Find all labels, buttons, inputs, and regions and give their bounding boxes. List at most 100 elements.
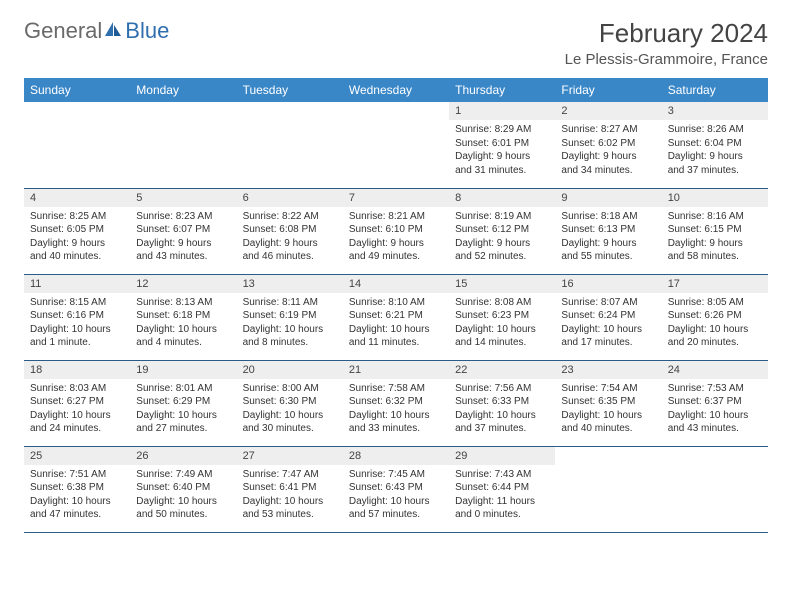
calendar-row: 18Sunrise: 8:03 AMSunset: 6:27 PMDayligh… [24, 360, 768, 446]
calendar-cell: 12Sunrise: 8:13 AMSunset: 6:18 PMDayligh… [130, 274, 236, 360]
calendar-cell: 29Sunrise: 7:43 AMSunset: 6:44 PMDayligh… [449, 446, 555, 532]
calendar-cell [343, 102, 449, 188]
calendar-cell: 24Sunrise: 7:53 AMSunset: 6:37 PMDayligh… [662, 360, 768, 446]
weekday-header: Wednesday [343, 78, 449, 102]
day-number: 18 [24, 361, 130, 379]
logo-text-blue: Blue [125, 18, 169, 44]
day-content: Sunrise: 8:03 AMSunset: 6:27 PMDaylight:… [24, 379, 130, 440]
day-number: 12 [130, 275, 236, 293]
calendar-cell: 21Sunrise: 7:58 AMSunset: 6:32 PMDayligh… [343, 360, 449, 446]
day-content: Sunrise: 7:54 AMSunset: 6:35 PMDaylight:… [555, 379, 661, 440]
day-number: 6 [237, 189, 343, 207]
calendar-cell: 8Sunrise: 8:19 AMSunset: 6:12 PMDaylight… [449, 188, 555, 274]
calendar-cell: 15Sunrise: 8:08 AMSunset: 6:23 PMDayligh… [449, 274, 555, 360]
calendar-cell: 14Sunrise: 8:10 AMSunset: 6:21 PMDayligh… [343, 274, 449, 360]
day-content: Sunrise: 8:08 AMSunset: 6:23 PMDaylight:… [449, 293, 555, 354]
day-content: Sunrise: 8:01 AMSunset: 6:29 PMDaylight:… [130, 379, 236, 440]
day-number: 11 [24, 275, 130, 293]
day-content: Sunrise: 7:53 AMSunset: 6:37 PMDaylight:… [662, 379, 768, 440]
calendar-cell: 27Sunrise: 7:47 AMSunset: 6:41 PMDayligh… [237, 446, 343, 532]
day-content: Sunrise: 7:51 AMSunset: 6:38 PMDaylight:… [24, 465, 130, 526]
calendar-cell: 11Sunrise: 8:15 AMSunset: 6:16 PMDayligh… [24, 274, 130, 360]
calendar-cell [555, 446, 661, 532]
day-content: Sunrise: 8:00 AMSunset: 6:30 PMDaylight:… [237, 379, 343, 440]
day-number: 10 [662, 189, 768, 207]
calendar-cell: 4Sunrise: 8:25 AMSunset: 6:05 PMDaylight… [24, 188, 130, 274]
calendar-cell: 9Sunrise: 8:18 AMSunset: 6:13 PMDaylight… [555, 188, 661, 274]
day-number: 7 [343, 189, 449, 207]
day-content: Sunrise: 8:22 AMSunset: 6:08 PMDaylight:… [237, 207, 343, 268]
calendar-cell [130, 102, 236, 188]
calendar-cell: 28Sunrise: 7:45 AMSunset: 6:43 PMDayligh… [343, 446, 449, 532]
calendar-cell: 20Sunrise: 8:00 AMSunset: 6:30 PMDayligh… [237, 360, 343, 446]
calendar-cell [662, 446, 768, 532]
calendar-row: 4Sunrise: 8:25 AMSunset: 6:05 PMDaylight… [24, 188, 768, 274]
day-number: 2 [555, 102, 661, 120]
month-title: February 2024 [565, 18, 768, 49]
calendar-cell: 25Sunrise: 7:51 AMSunset: 6:38 PMDayligh… [24, 446, 130, 532]
day-content: Sunrise: 8:11 AMSunset: 6:19 PMDaylight:… [237, 293, 343, 354]
day-number: 23 [555, 361, 661, 379]
calendar-cell: 23Sunrise: 7:54 AMSunset: 6:35 PMDayligh… [555, 360, 661, 446]
day-number: 26 [130, 447, 236, 465]
weekday-header: Saturday [662, 78, 768, 102]
day-number: 22 [449, 361, 555, 379]
day-number: 15 [449, 275, 555, 293]
sail-icon [103, 18, 123, 44]
header: General Blue February 2024 Le Plessis-Gr… [24, 18, 768, 68]
day-number: 19 [130, 361, 236, 379]
calendar-row: 1Sunrise: 8:29 AMSunset: 6:01 PMDaylight… [24, 102, 768, 188]
day-content: Sunrise: 8:19 AMSunset: 6:12 PMDaylight:… [449, 207, 555, 268]
weekday-header: Thursday [449, 78, 555, 102]
location: Le Plessis-Grammoire, France [565, 51, 768, 68]
calendar-cell: 26Sunrise: 7:49 AMSunset: 6:40 PMDayligh… [130, 446, 236, 532]
calendar-table: SundayMondayTuesdayWednesdayThursdayFrid… [24, 78, 768, 533]
calendar-body: 1Sunrise: 8:29 AMSunset: 6:01 PMDaylight… [24, 102, 768, 532]
title-block: February 2024 Le Plessis-Grammoire, Fran… [565, 18, 768, 68]
calendar-cell: 1Sunrise: 8:29 AMSunset: 6:01 PMDaylight… [449, 102, 555, 188]
calendar-cell [237, 102, 343, 188]
day-number: 27 [237, 447, 343, 465]
day-number: 3 [662, 102, 768, 120]
logo: General Blue [24, 18, 169, 44]
calendar-row: 25Sunrise: 7:51 AMSunset: 6:38 PMDayligh… [24, 446, 768, 532]
day-number: 16 [555, 275, 661, 293]
day-number: 20 [237, 361, 343, 379]
calendar-cell: 13Sunrise: 8:11 AMSunset: 6:19 PMDayligh… [237, 274, 343, 360]
calendar-cell: 5Sunrise: 8:23 AMSunset: 6:07 PMDaylight… [130, 188, 236, 274]
day-number: 25 [24, 447, 130, 465]
day-content: Sunrise: 8:18 AMSunset: 6:13 PMDaylight:… [555, 207, 661, 268]
weekday-header: Tuesday [237, 78, 343, 102]
calendar-cell: 10Sunrise: 8:16 AMSunset: 6:15 PMDayligh… [662, 188, 768, 274]
day-content: Sunrise: 7:45 AMSunset: 6:43 PMDaylight:… [343, 465, 449, 526]
calendar-cell: 18Sunrise: 8:03 AMSunset: 6:27 PMDayligh… [24, 360, 130, 446]
calendar-cell: 6Sunrise: 8:22 AMSunset: 6:08 PMDaylight… [237, 188, 343, 274]
day-content: Sunrise: 8:29 AMSunset: 6:01 PMDaylight:… [449, 120, 555, 181]
day-number: 1 [449, 102, 555, 120]
day-content: Sunrise: 7:43 AMSunset: 6:44 PMDaylight:… [449, 465, 555, 526]
day-content: Sunrise: 8:15 AMSunset: 6:16 PMDaylight:… [24, 293, 130, 354]
day-number: 9 [555, 189, 661, 207]
day-content: Sunrise: 8:13 AMSunset: 6:18 PMDaylight:… [130, 293, 236, 354]
day-number: 28 [343, 447, 449, 465]
day-content: Sunrise: 8:23 AMSunset: 6:07 PMDaylight:… [130, 207, 236, 268]
day-content: Sunrise: 7:47 AMSunset: 6:41 PMDaylight:… [237, 465, 343, 526]
day-number: 21 [343, 361, 449, 379]
day-content: Sunrise: 7:58 AMSunset: 6:32 PMDaylight:… [343, 379, 449, 440]
calendar-cell: 17Sunrise: 8:05 AMSunset: 6:26 PMDayligh… [662, 274, 768, 360]
calendar-cell: 22Sunrise: 7:56 AMSunset: 6:33 PMDayligh… [449, 360, 555, 446]
calendar-cell: 19Sunrise: 8:01 AMSunset: 6:29 PMDayligh… [130, 360, 236, 446]
calendar-cell: 2Sunrise: 8:27 AMSunset: 6:02 PMDaylight… [555, 102, 661, 188]
day-content: Sunrise: 8:21 AMSunset: 6:10 PMDaylight:… [343, 207, 449, 268]
day-number: 8 [449, 189, 555, 207]
day-content: Sunrise: 8:26 AMSunset: 6:04 PMDaylight:… [662, 120, 768, 181]
day-number: 14 [343, 275, 449, 293]
day-content: Sunrise: 8:25 AMSunset: 6:05 PMDaylight:… [24, 207, 130, 268]
day-content: Sunrise: 7:49 AMSunset: 6:40 PMDaylight:… [130, 465, 236, 526]
calendar-cell [24, 102, 130, 188]
calendar-row: 11Sunrise: 8:15 AMSunset: 6:16 PMDayligh… [24, 274, 768, 360]
day-number: 17 [662, 275, 768, 293]
day-content: Sunrise: 7:56 AMSunset: 6:33 PMDaylight:… [449, 379, 555, 440]
calendar-cell: 16Sunrise: 8:07 AMSunset: 6:24 PMDayligh… [555, 274, 661, 360]
day-number: 29 [449, 447, 555, 465]
